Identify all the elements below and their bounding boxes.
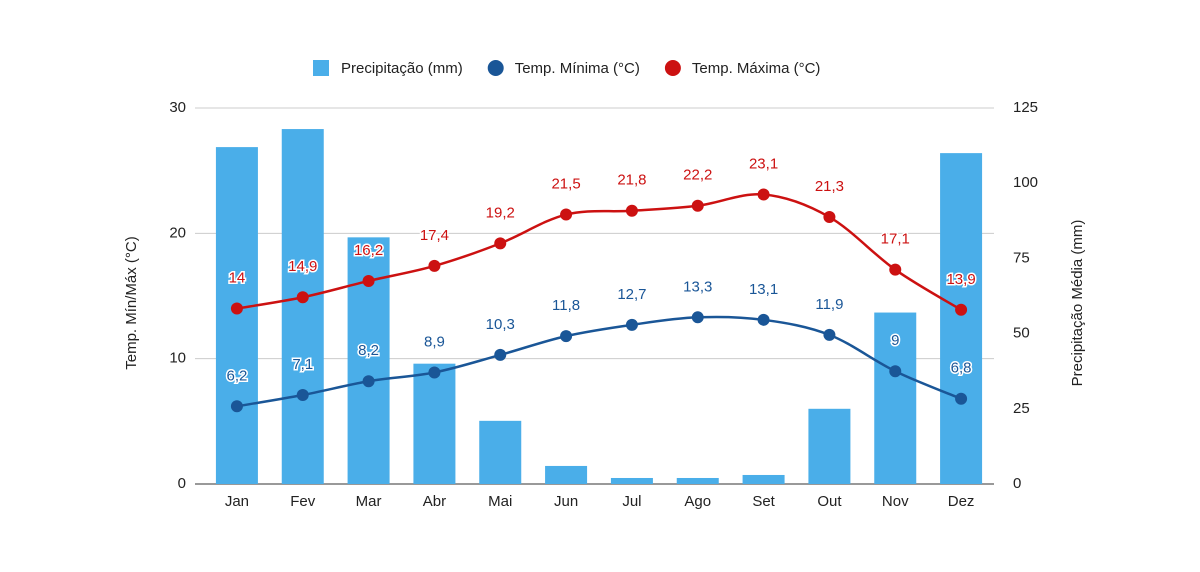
point xyxy=(955,392,968,405)
point xyxy=(823,211,836,224)
x-tick-label: Jan xyxy=(225,493,249,510)
x-tick-label: Nov xyxy=(882,493,909,510)
point xyxy=(757,313,770,326)
point xyxy=(691,199,704,212)
data-label: 9 xyxy=(891,332,899,349)
bar xyxy=(347,237,390,484)
point xyxy=(625,318,638,331)
bar xyxy=(281,129,324,484)
data-label: 17,4 xyxy=(420,227,449,244)
point xyxy=(230,400,243,413)
legend-label: Precipitação (mm) xyxy=(341,60,463,77)
x-tick-label: Jun xyxy=(554,493,578,510)
data-label: 14,9 xyxy=(288,258,317,275)
data-label: 13,1 xyxy=(749,281,778,298)
point xyxy=(757,188,770,201)
y-axis-title: Temp. Mín/Máx (°C) xyxy=(123,236,140,370)
bar xyxy=(676,477,719,484)
x-tick-label: Ago xyxy=(684,493,711,510)
x-tick-label: Mar xyxy=(356,493,382,510)
data-label: 11,9 xyxy=(815,296,843,313)
x-tick-label: Mai xyxy=(488,493,512,510)
point xyxy=(296,389,309,402)
point xyxy=(362,274,375,287)
data-label: 14 xyxy=(229,270,246,287)
legend-swatch xyxy=(313,60,329,76)
data-label: 13,9 xyxy=(946,271,975,288)
y2-tick-label: 100 xyxy=(1013,174,1038,191)
point xyxy=(362,375,375,388)
bar xyxy=(742,474,785,484)
y2-tick-label: 0 xyxy=(1013,475,1021,492)
bar xyxy=(808,408,851,484)
data-label: 22,2 xyxy=(683,167,712,184)
y2-tick-label: 50 xyxy=(1013,325,1030,342)
point xyxy=(955,303,968,316)
point xyxy=(625,204,638,217)
y-tick-label: 10 xyxy=(169,350,186,367)
x-tick-label: Dez xyxy=(948,493,975,510)
bar xyxy=(874,312,917,484)
point xyxy=(428,259,441,272)
x-tick-label: Abr xyxy=(423,493,446,510)
data-label: 23,1 xyxy=(749,155,778,172)
legend-label: Temp. Máxima (°C) xyxy=(692,60,821,77)
bar xyxy=(940,153,983,484)
point xyxy=(889,263,902,276)
data-label: 21,3 xyxy=(815,178,844,195)
point xyxy=(296,291,309,304)
data-label: 7,1 xyxy=(292,356,313,373)
y2-axis-title: Precipitação Média (mm) xyxy=(1069,220,1086,387)
data-label: 16,2 xyxy=(354,242,383,259)
y2-tick-label: 75 xyxy=(1013,249,1030,266)
y-tick-label: 30 xyxy=(169,99,186,116)
bar xyxy=(610,477,653,484)
point xyxy=(560,330,573,343)
point xyxy=(494,237,507,250)
y-tick-label: 0 xyxy=(178,475,186,492)
point xyxy=(560,208,573,221)
point xyxy=(889,365,902,378)
bar xyxy=(413,363,456,484)
y-tick-label: 20 xyxy=(169,224,186,241)
x-tick-label: Out xyxy=(817,493,842,510)
point xyxy=(428,366,441,379)
data-label: 19,2 xyxy=(486,204,515,221)
x-tick-label: Set xyxy=(752,493,775,510)
bar xyxy=(215,147,258,484)
legend-swatch xyxy=(664,60,681,76)
y2-tick-label: 125 xyxy=(1013,99,1038,116)
x-tick-label: Jul xyxy=(622,493,641,510)
point xyxy=(823,328,836,341)
data-label: 17,1 xyxy=(881,231,910,248)
y2-tick-label: 25 xyxy=(1013,400,1030,417)
line xyxy=(236,193,962,311)
point xyxy=(691,311,704,324)
data-label: 21,5 xyxy=(551,176,580,193)
data-label: 13,3 xyxy=(683,278,712,295)
data-label: 8,2 xyxy=(358,342,379,359)
point xyxy=(494,348,507,361)
x-tick-label: Fev xyxy=(290,493,316,510)
data-label: 6,2 xyxy=(226,367,247,384)
data-label: 8,9 xyxy=(424,333,445,350)
bar xyxy=(545,465,588,484)
data-label: 21,8 xyxy=(617,172,646,189)
legend-swatch xyxy=(487,60,504,76)
data-label: 6,8 xyxy=(951,360,972,377)
legend-label: Temp. Mínima (°C) xyxy=(515,60,640,77)
data-label: 12,7 xyxy=(617,286,646,303)
line xyxy=(236,315,962,408)
point xyxy=(230,302,243,315)
data-label: 11,8 xyxy=(552,297,580,314)
data-label: 10,3 xyxy=(486,316,515,333)
bar xyxy=(479,420,522,484)
